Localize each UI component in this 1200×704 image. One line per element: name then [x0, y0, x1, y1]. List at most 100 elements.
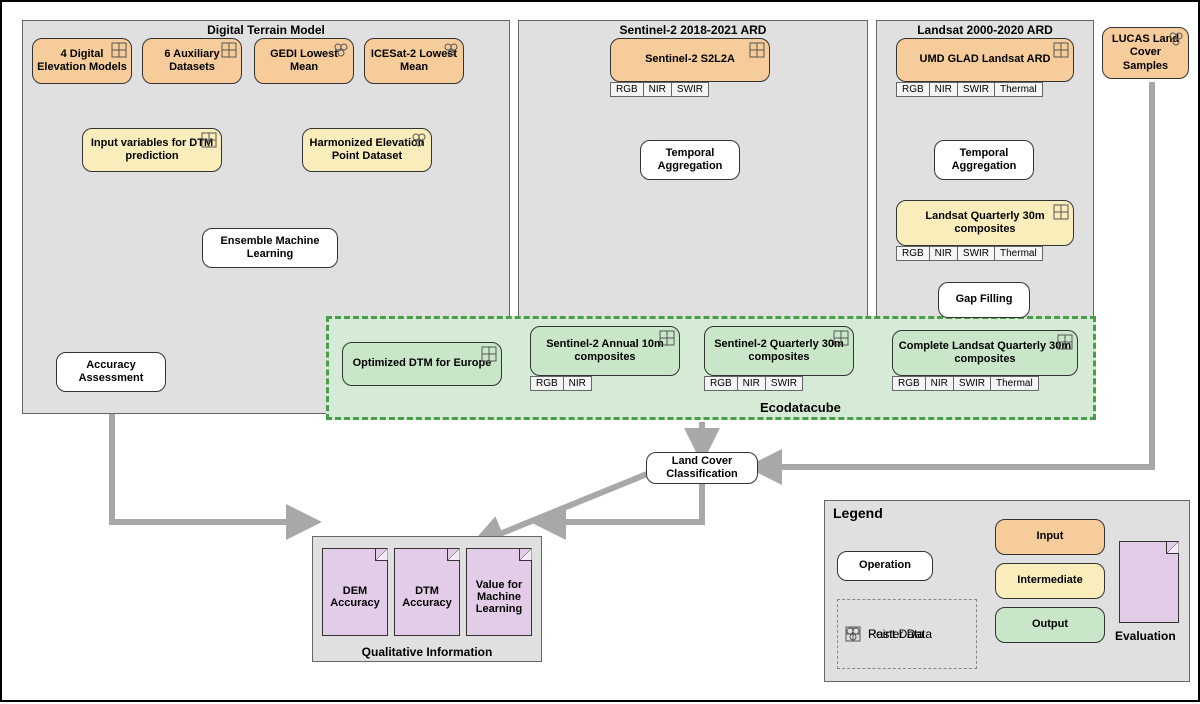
band-thermal: Thermal	[994, 82, 1043, 97]
raster-icon	[220, 42, 238, 58]
legend-output-label: Output	[1032, 618, 1068, 631]
panel-dtm-title: Digital Terrain Model	[207, 23, 325, 37]
node-tagg2-label: Temporal Aggregation	[938, 147, 1030, 173]
node-acc-label: Accuracy Assessment	[60, 359, 162, 385]
node-4dem: 4 Digital Elevation Models	[32, 38, 132, 84]
bands-s2l2a: RGB NIR SWIR	[610, 82, 708, 97]
node-gap: Gap Filling	[938, 282, 1030, 318]
raster-icon	[480, 346, 498, 362]
raster-icon	[1052, 42, 1070, 58]
diagram-canvas: Digital Terrain Model Sentinel-2 2018-20…	[0, 0, 1200, 702]
point-icon	[410, 132, 428, 148]
node-s2ann-label: Sentinel-2 Annual 10m composites	[534, 338, 676, 364]
bands-s2qtr: RGB NIR SWIR	[704, 376, 802, 391]
legend-output: Output	[995, 607, 1105, 643]
band-swir: SWIR	[765, 376, 803, 391]
legend-input: Input	[995, 519, 1105, 555]
band-nir: NIR	[737, 376, 766, 391]
band-rgb: RGB	[892, 376, 926, 391]
node-eml-label: Ensemble Machine Learning	[206, 235, 334, 261]
node-ices: ICESat-2 Lowest Mean	[364, 38, 464, 84]
raster-icon	[832, 330, 850, 346]
point-icon	[1167, 31, 1185, 47]
band-rgb: RGB	[896, 246, 930, 261]
band-nir: NIR	[929, 246, 958, 261]
panel-qual-title: Qualitative Information	[362, 645, 493, 659]
band-thermal: Thermal	[994, 246, 1043, 261]
bands-clqtr: RGB NIR SWIR Thermal	[892, 376, 1038, 391]
node-gedi: GEDI Lowest Mean	[254, 38, 354, 84]
node-s2ann: Sentinel-2 Annual 10m composites	[530, 326, 680, 376]
node-acc: Accuracy Assessment	[56, 352, 166, 392]
band-swir: SWIR	[957, 82, 995, 97]
raster-icon	[658, 330, 676, 346]
legend-intermediate: Intermediate	[995, 563, 1105, 599]
legend-operation: Operation	[837, 551, 933, 581]
legend-intermediate-label: Intermediate	[1017, 574, 1082, 587]
node-umd-label: UMD GLAD Landsat ARD	[920, 53, 1051, 66]
legend-title: Legend	[833, 505, 883, 521]
node-tagg1-label: Temporal Aggregation	[644, 147, 736, 173]
legend-input-label: Input	[1037, 530, 1064, 543]
band-nir: NIR	[925, 376, 954, 391]
doc-demacc: DEM Accuracy	[322, 548, 388, 636]
node-clqtr-label: Complete Landsat Quarterly 30m composite…	[896, 340, 1074, 366]
node-gap-label: Gap Filling	[956, 293, 1013, 306]
band-rgb: RGB	[530, 376, 564, 391]
legend-eval	[1119, 541, 1179, 623]
raster-icon	[748, 42, 766, 58]
node-aux6: 6 Auxiliary Datasets	[142, 38, 242, 84]
node-lsqtr-label: Landsat Quarterly 30m composites	[900, 210, 1070, 236]
bands-s2ann: RGB NIR	[530, 376, 591, 391]
doc-demacc-label: DEM Accuracy	[323, 585, 387, 609]
node-lucas: LUCAS Land Cover Samples	[1102, 27, 1189, 79]
band-swir: SWIR	[953, 376, 991, 391]
band-nir: NIR	[563, 376, 592, 391]
node-optdtm-label: Optimized DTM for Europe	[353, 357, 492, 370]
panel-ls-title: Landsat 2000-2020 ARD	[917, 23, 1053, 37]
panel-legend: Legend Operation Raster Data Point Data …	[824, 500, 1190, 682]
node-tagg1: Temporal Aggregation	[640, 140, 740, 180]
band-rgb: RGB	[896, 82, 930, 97]
node-lcc: Land Cover Classification	[646, 452, 758, 484]
legend-data-box: Raster Data Point Data	[837, 599, 977, 669]
node-s2l2a: Sentinel-2 S2L2A	[610, 38, 770, 82]
legend-eval-label: Evaluation	[1115, 629, 1176, 643]
band-rgb: RGB	[704, 376, 738, 391]
legend-point: Point Data	[844, 626, 924, 642]
node-s2l2a-label: Sentinel-2 S2L2A	[645, 53, 735, 66]
node-optdtm: Optimized DTM for Europe	[342, 342, 502, 386]
raster-icon	[1052, 204, 1070, 220]
point-icon	[442, 42, 460, 58]
ecodatacube-label: Ecodatacube	[760, 400, 841, 415]
band-nir: NIR	[643, 82, 672, 97]
band-nir: NIR	[929, 82, 958, 97]
node-clqtr: Complete Landsat Quarterly 30m composite…	[892, 330, 1078, 376]
doc-dtmacc: DTM Accuracy	[394, 548, 460, 636]
node-lcc-label: Land Cover Classification	[650, 455, 754, 481]
point-icon	[332, 42, 350, 58]
doc-mlval: Value for Machine Learning	[466, 548, 532, 636]
node-dtmvars-label: Input variables for DTM prediction	[86, 137, 218, 163]
node-lsqtr: Landsat Quarterly 30m composites	[896, 200, 1074, 246]
raster-icon	[110, 42, 128, 58]
bands-umd: RGB NIR SWIR Thermal	[896, 82, 1042, 97]
node-eml: Ensemble Machine Learning	[202, 228, 338, 268]
node-harm: Harmonized Elevation Point Dataset	[302, 128, 432, 172]
node-tagg2: Temporal Aggregation	[934, 140, 1034, 180]
raster-icon	[200, 132, 218, 148]
node-s2qtr-label: Sentinel-2 Quarterly 30m composites	[708, 338, 850, 364]
node-s2qtr: Sentinel-2 Quarterly 30m composites	[704, 326, 854, 376]
band-rgb: RGB	[610, 82, 644, 97]
node-dtmvars: Input variables for DTM prediction	[82, 128, 222, 172]
band-swir: SWIR	[671, 82, 709, 97]
doc-mlval-label: Value for Machine Learning	[467, 579, 531, 615]
point-icon	[844, 626, 862, 642]
legend-point-label: Point Data	[868, 627, 924, 641]
node-umd: UMD GLAD Landsat ARD	[896, 38, 1074, 82]
band-thermal: Thermal	[990, 376, 1039, 391]
bands-lsqtr: RGB NIR SWIR Thermal	[896, 246, 1042, 261]
band-swir: SWIR	[957, 246, 995, 261]
legend-operation-label: Operation	[859, 559, 911, 572]
panel-s2-title: Sentinel-2 2018-2021 ARD	[620, 23, 767, 37]
